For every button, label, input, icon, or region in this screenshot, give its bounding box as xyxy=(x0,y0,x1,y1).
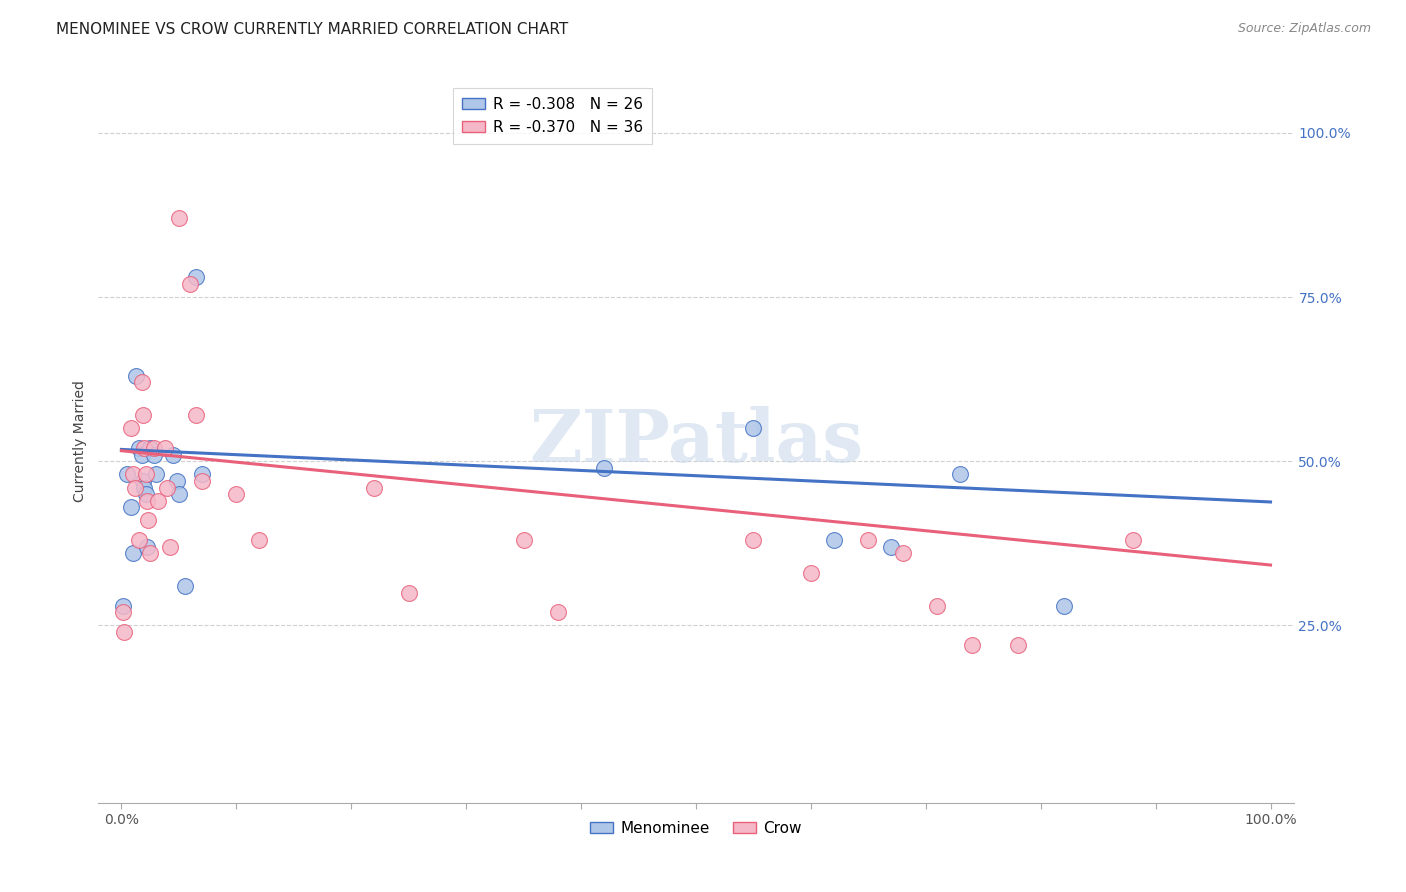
Point xyxy=(142,441,165,455)
Point xyxy=(128,441,150,455)
Point xyxy=(124,481,146,495)
Point xyxy=(135,487,157,501)
Point xyxy=(960,638,983,652)
Point xyxy=(139,441,162,455)
Point xyxy=(131,376,153,390)
Point xyxy=(142,448,165,462)
Point xyxy=(949,467,972,482)
Point xyxy=(122,546,145,560)
Point xyxy=(115,467,138,482)
Point xyxy=(166,474,188,488)
Point xyxy=(363,481,385,495)
Point xyxy=(891,546,914,560)
Point xyxy=(132,474,155,488)
Point xyxy=(134,481,156,495)
Point xyxy=(145,467,167,482)
Point xyxy=(159,540,181,554)
Point xyxy=(173,579,195,593)
Text: ZIPatlas: ZIPatlas xyxy=(529,406,863,477)
Point xyxy=(742,421,765,435)
Point xyxy=(547,605,569,619)
Point xyxy=(136,513,159,527)
Point xyxy=(184,270,207,285)
Point xyxy=(191,467,214,482)
Point xyxy=(111,599,134,613)
Point xyxy=(120,500,142,515)
Point xyxy=(131,448,153,462)
Point xyxy=(800,566,823,580)
Point xyxy=(122,467,145,482)
Point xyxy=(247,533,270,547)
Point xyxy=(225,487,247,501)
Point xyxy=(927,599,949,613)
Point xyxy=(191,474,214,488)
Point xyxy=(858,533,880,547)
Point xyxy=(162,448,184,462)
Point xyxy=(1007,638,1029,652)
Text: MENOMINEE VS CROW CURRENTLY MARRIED CORRELATION CHART: MENOMINEE VS CROW CURRENTLY MARRIED CORR… xyxy=(56,22,568,37)
Point xyxy=(880,540,903,554)
Point xyxy=(135,493,157,508)
Point xyxy=(120,421,142,435)
Point xyxy=(179,277,201,291)
Point xyxy=(823,533,845,547)
Point xyxy=(135,467,157,482)
Point xyxy=(1122,533,1144,547)
Point xyxy=(512,533,534,547)
Legend: Menominee, Crow: Menominee, Crow xyxy=(583,815,808,842)
Point xyxy=(134,441,156,455)
Point xyxy=(156,481,179,495)
Point xyxy=(1053,599,1076,613)
Point xyxy=(167,211,190,226)
Point xyxy=(593,460,616,475)
Point xyxy=(139,546,162,560)
Point xyxy=(128,533,150,547)
Point xyxy=(742,533,765,547)
Point xyxy=(148,493,170,508)
Point xyxy=(125,368,148,383)
Point xyxy=(132,409,155,423)
Point xyxy=(167,487,190,501)
Y-axis label: Currently Married: Currently Married xyxy=(73,381,87,502)
Point xyxy=(184,409,207,423)
Point xyxy=(112,625,135,640)
Point xyxy=(153,441,176,455)
Point xyxy=(398,585,420,599)
Point xyxy=(111,605,134,619)
Point xyxy=(135,540,157,554)
Text: Source: ZipAtlas.com: Source: ZipAtlas.com xyxy=(1237,22,1371,36)
